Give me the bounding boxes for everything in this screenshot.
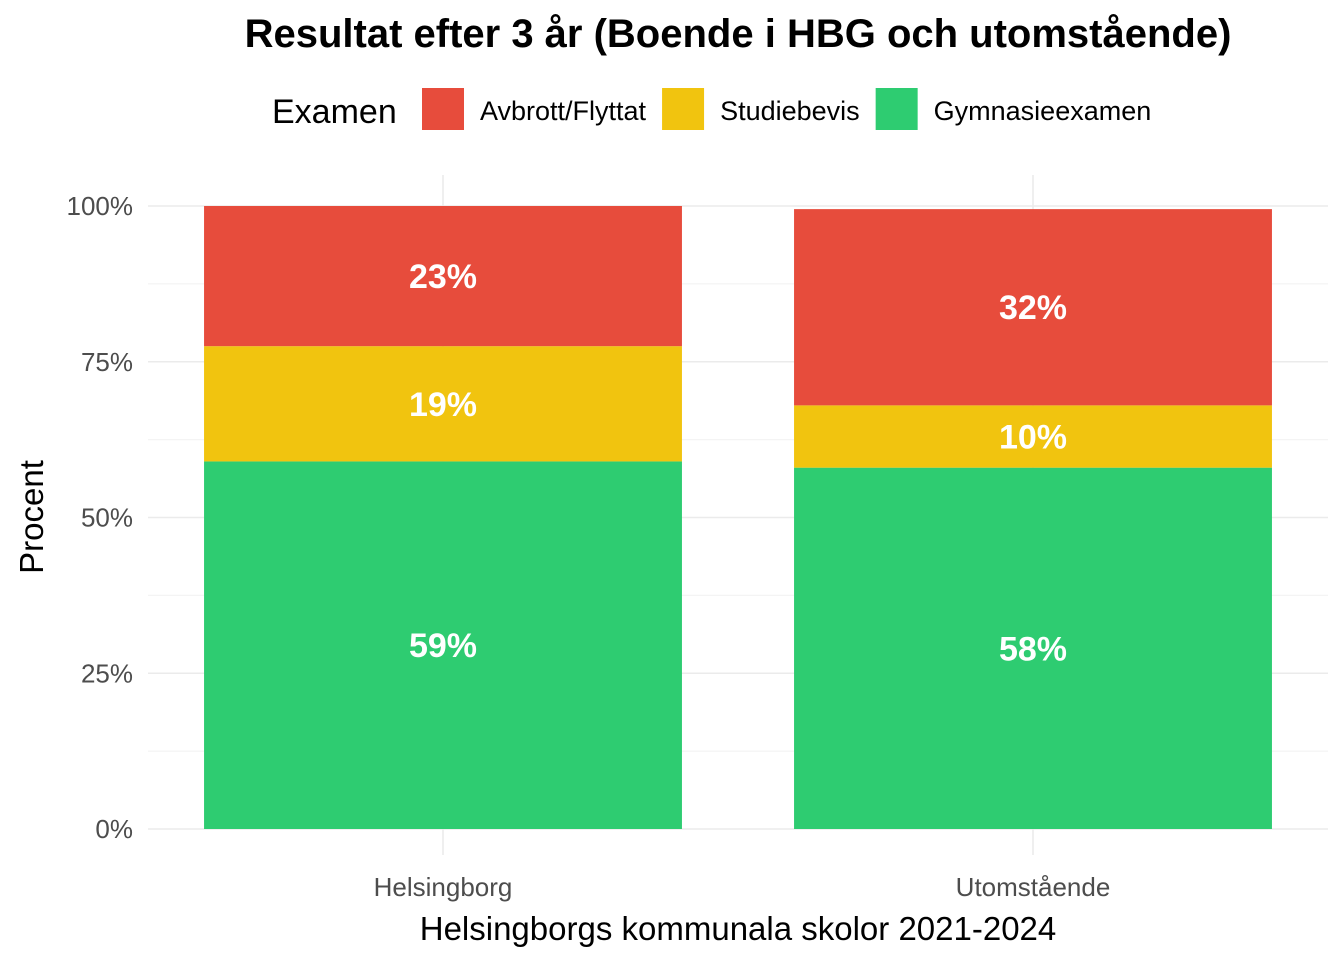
legend-key bbox=[875, 88, 918, 130]
y-tick-label: 0% bbox=[95, 814, 133, 844]
legend-title: Examen bbox=[272, 93, 397, 131]
data-label: 19% bbox=[409, 386, 477, 424]
y-tick-label: 100% bbox=[67, 191, 134, 221]
bar-segment bbox=[794, 467, 1272, 829]
chart-title: Resultat efter 3 år (Boende i HBG och ut… bbox=[245, 12, 1232, 56]
bars bbox=[204, 206, 1272, 829]
bar-segment bbox=[794, 405, 1272, 468]
x-axis-ticks: Helsingborg Utomstående bbox=[374, 872, 1111, 902]
bar-segment bbox=[794, 209, 1272, 406]
legend: Examen Avbrott/Flyttat Studiebevis Gymnasi… bbox=[272, 88, 1151, 131]
data-label: 32% bbox=[999, 289, 1067, 327]
x-tick-label: Utomstående bbox=[956, 872, 1111, 902]
y-axis-ticks: 0% 25% 50% 75% 100% bbox=[67, 191, 134, 844]
data-label: 23% bbox=[409, 258, 477, 296]
legend-label: Gymnasieexamen bbox=[934, 96, 1152, 126]
legend-key bbox=[422, 88, 464, 130]
legend-label: Avbrott/Flyttat bbox=[480, 96, 647, 126]
data-label: 59% bbox=[409, 627, 477, 665]
x-tick-label: Helsingborg bbox=[374, 872, 513, 902]
y-tick-label: 25% bbox=[81, 658, 133, 688]
data-labels: 59% 19% 23% 58% 10% 32% bbox=[409, 258, 1067, 668]
bar-segment bbox=[204, 346, 682, 462]
legend-key bbox=[662, 88, 705, 130]
y-axis-title: Procent bbox=[13, 460, 50, 574]
data-label: 58% bbox=[999, 630, 1067, 668]
bar-segment bbox=[204, 206, 682, 347]
x-axis-title: Helsingborgs kommunala skolor 2021-2024 bbox=[420, 910, 1057, 947]
y-tick-label: 75% bbox=[81, 347, 133, 377]
data-label: 10% bbox=[999, 419, 1067, 457]
legend-label: Studiebevis bbox=[720, 96, 860, 126]
bar-segment bbox=[204, 461, 682, 829]
y-tick-label: 50% bbox=[81, 503, 133, 533]
